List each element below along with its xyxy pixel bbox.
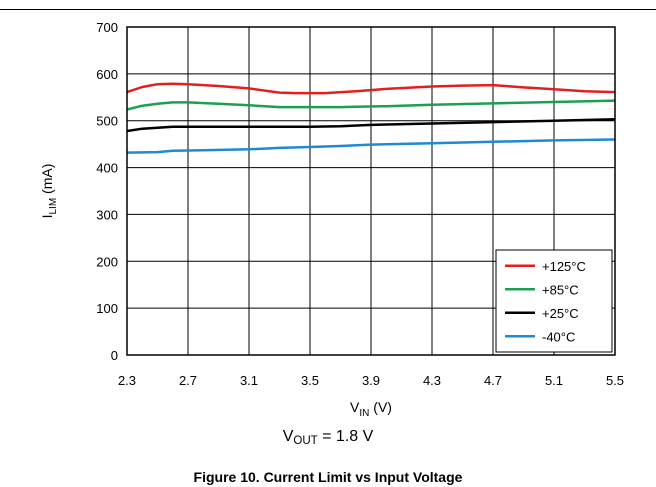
y-tick-label: 100 [96,301,118,316]
y-tick-label: 300 [96,207,118,222]
plot-frame [126,26,616,356]
x-tick-label: 5.5 [606,373,624,388]
x-tick-label: 3.5 [301,373,319,388]
y-tick-label: 700 [96,20,118,35]
x-tick-label: 2.3 [118,373,136,388]
y-tick-label: 0 [111,348,118,363]
series-line [126,82,616,95]
x-tick-label: 3.9 [362,373,380,388]
legend-label: +125°C [542,259,586,274]
series-layer [126,82,616,154]
y-tick-label: 200 [96,254,118,269]
top-rule [0,9,656,10]
series-line [126,118,616,133]
x-tick-label: 3.1 [240,373,258,388]
y-axis-title: ILIM (mA) [39,164,59,219]
grid [127,27,615,355]
y-tick-label: 600 [96,67,118,82]
test-condition: VOUT = 1.8 V [282,428,374,447]
x-tick-label: 4.3 [423,373,441,388]
chart: 2.3 2.7 3.1 3.5 3.9 4.3 4.7 5.1 5.5 0 100 200 300 400… [39,20,624,419]
figure-caption: Figure 10. Current Limit vs Input Voltag… [193,469,463,485]
series-line [126,138,616,154]
tick-labels: 2.3 2.7 3.1 3.5 3.9 4.3 4.7 5.1 5.5 0 100 200 300 400… [96,20,624,388]
y-tick-label: 400 [96,161,118,176]
series-line [126,99,616,111]
x-tick-label: 4.7 [484,373,502,388]
legend-label: +85°C [542,282,579,297]
x-tick-label: 2.7 [179,373,197,388]
legend-label: -40°C [542,329,575,344]
legend: +125°C +85°C +25°C -40°C [495,249,613,353]
legend-label: +25°C [542,306,579,321]
y-tick-label: 500 [96,114,118,129]
x-axis-title: VIN (V) [350,399,392,419]
x-tick-label: 5.1 [545,373,563,388]
